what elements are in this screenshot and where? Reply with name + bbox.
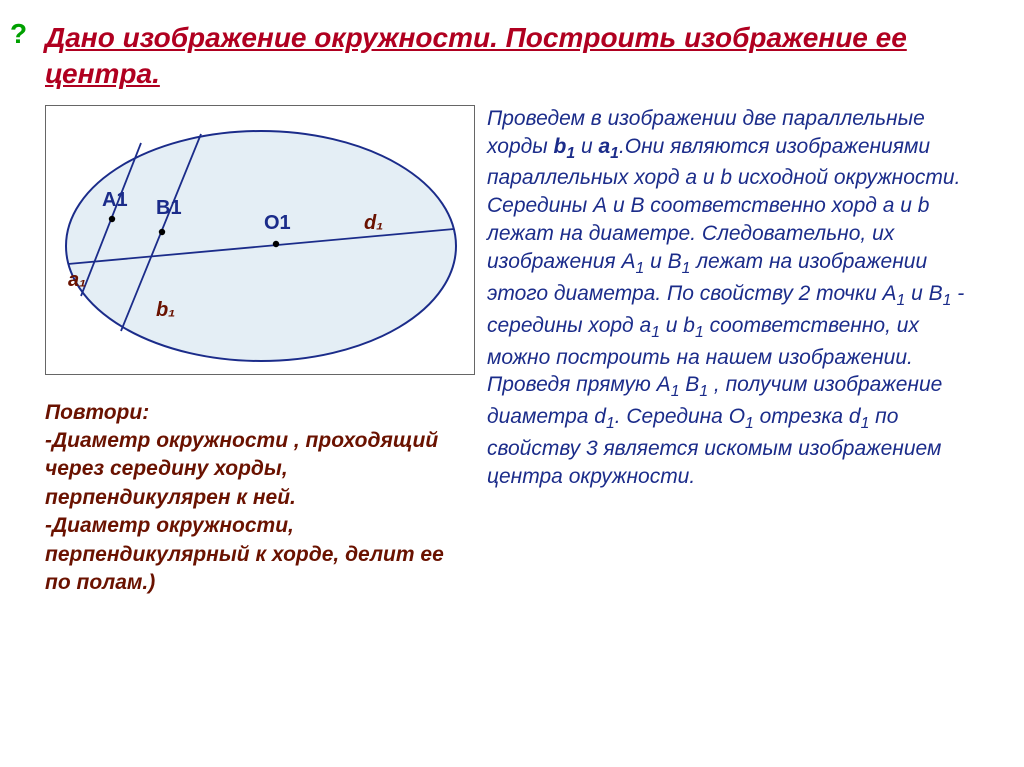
page-title: Дано изображение окружности. Построить и… [45, 20, 979, 93]
diagram-svg: А1 В1 О1 a₁ b₁ d₁ [46, 106, 476, 376]
svg-text:a₁: a₁ [68, 269, 86, 291]
svg-text:В1: В1 [156, 197, 182, 219]
svg-text:О1: О1 [264, 212, 291, 234]
content-row: А1 В1 О1 a₁ b₁ d₁ Повтори:-Диаметр окружности… [45, 105, 979, 597]
svg-text:d₁: d₁ [364, 212, 383, 234]
right-column: Проведем в изображении две параллельные … [487, 105, 979, 597]
review-text: Повтори:-Диаметр окружности , проходящий… [45, 399, 475, 597]
question-mark-icon: ? [10, 18, 27, 50]
diagram: А1 В1 О1 a₁ b₁ d₁ [45, 105, 475, 375]
svg-text:А1: А1 [102, 189, 128, 211]
left-column: А1 В1 О1 a₁ b₁ d₁ Повтори:-Диаметр окружности… [45, 105, 475, 597]
explanation-text: Проведем в изображении две параллельные … [487, 105, 979, 491]
svg-text:b₁: b₁ [156, 299, 175, 321]
